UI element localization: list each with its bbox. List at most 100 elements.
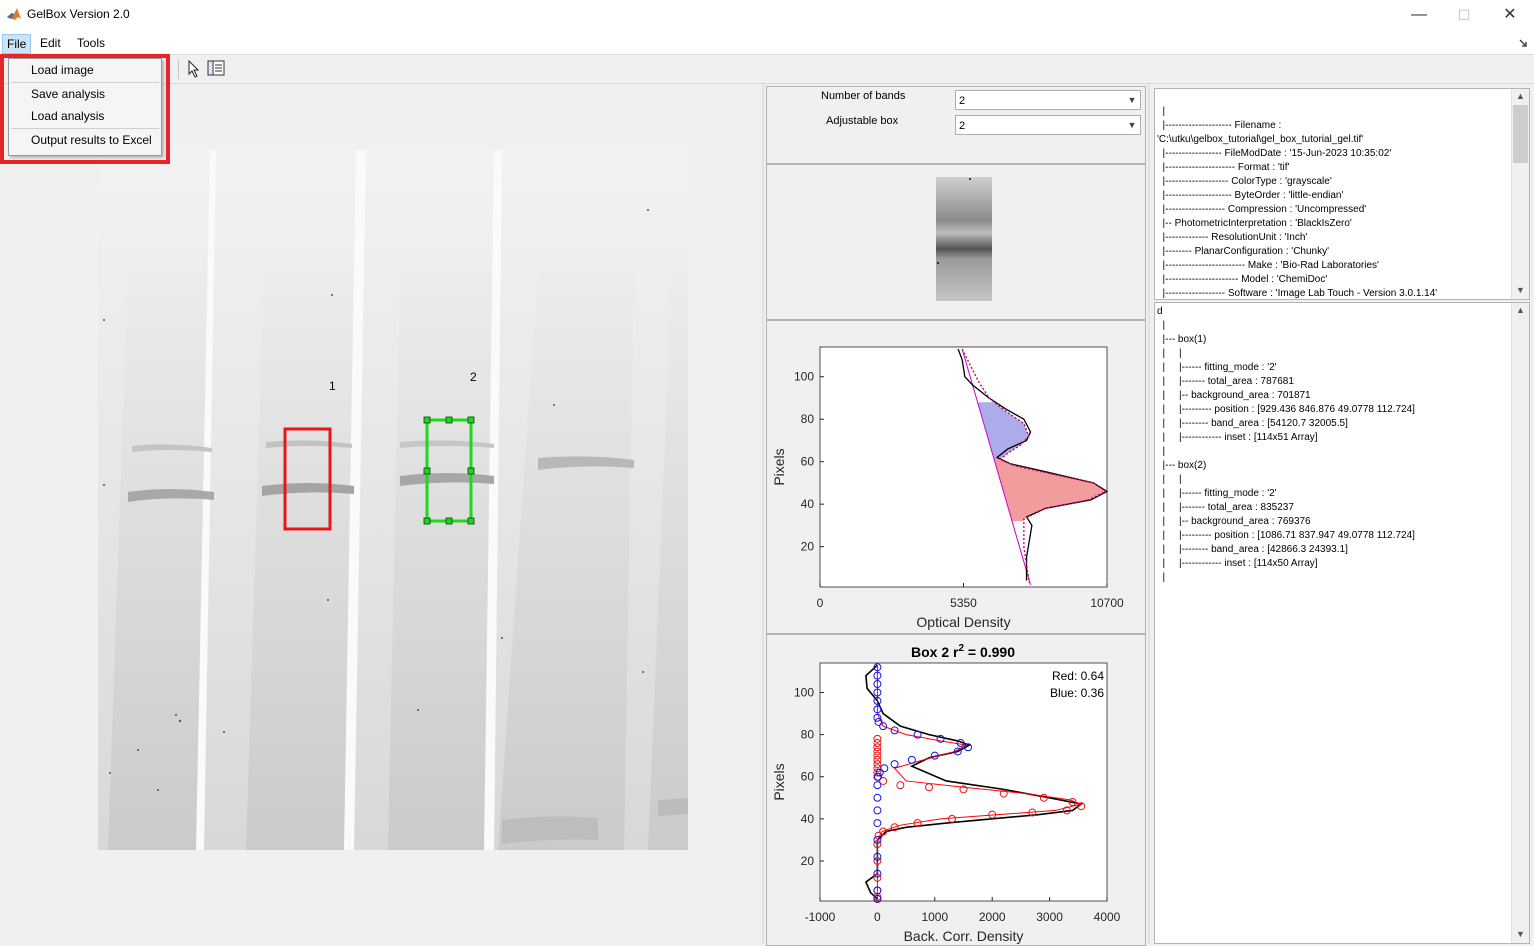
red-fit-point <box>879 776 888 785</box>
results-line: |--- box(1) <box>1157 334 1207 345</box>
y-tick-label: 80 <box>801 412 815 426</box>
results-line: | |------- total_area : 787681 <box>1157 376 1294 387</box>
scroll-thumb[interactable] <box>1513 105 1528 163</box>
box-2-label: 2 <box>470 370 477 384</box>
property-inspector-icon[interactable] <box>207 60 225 76</box>
matlab-app-icon <box>6 6 22 22</box>
results-line: | <box>1157 572 1166 583</box>
red-fit-point <box>873 892 882 901</box>
red-fit-point <box>873 760 882 769</box>
baseline-line <box>961 348 1032 586</box>
analysis-box-2[interactable] <box>423 416 475 525</box>
results-tree: d | |--- box(1) | | | |------ fitting_mo… <box>1157 305 1415 585</box>
optical-density-chart[interactable]: 0 5350 10700 20 40 60 80 100 Optical Density Pixe… <box>767 321 1145 633</box>
metadata-line: | <box>1157 106 1166 117</box>
scroll-up-icon[interactable]: ▲ <box>1516 305 1525 315</box>
number-of-bands-select[interactable]: 2 ▼ <box>955 90 1141 110</box>
red-band-area <box>994 459 1106 522</box>
menu-separator <box>11 128 159 129</box>
close-button[interactable]: ✕ <box>1503 6 1517 23</box>
blue-fit-point <box>873 806 882 815</box>
x-axis-label: Optical Density <box>916 614 1010 630</box>
menu-file[interactable]: File <box>2 34 32 54</box>
red-fit-point <box>873 755 882 764</box>
menu-edit[interactable]: Edit <box>40 36 61 50</box>
fraction-annotation: Blue: 0.36 <box>1050 686 1104 700</box>
fit-panel: -1000 0 1000 2000 3000 4000 20 40 60 80 100 Back. C… <box>766 634 1146 946</box>
band-inset-panel <box>766 164 1146 320</box>
metadata-line: |------------------ Compression : 'Uncom… <box>1157 204 1367 215</box>
maximize-button[interactable]: ☐ <box>1457 7 1471 23</box>
red-fit-point <box>873 734 882 743</box>
x-tick-label: 3000 <box>1036 910 1063 924</box>
results-line: | |-- background_area : 769376 <box>1157 516 1311 527</box>
blue-fit-point <box>953 747 962 756</box>
y-tick-label: 100 <box>794 685 814 699</box>
analysis-box-1[interactable] <box>283 427 332 531</box>
adjustable-box-value: 2 <box>959 120 966 132</box>
panel-divider[interactable] <box>762 84 764 944</box>
red-fit-point <box>873 840 882 849</box>
red-fit-point <box>873 751 882 760</box>
file-dropdown-menu: Load image Save analysis Load analysis O… <box>8 58 162 156</box>
fit-chart[interactable]: -1000 0 1000 2000 3000 4000 20 40 60 80 100 Back. C… <box>767 635 1145 945</box>
gel-speckles <box>103 209 649 791</box>
minimize-button[interactable]: — <box>1411 6 1427 23</box>
box-2-resize-handles[interactable] <box>423 416 475 525</box>
results-line: | | <box>1157 474 1182 485</box>
metadata-line: |----------------- FileModDate : '15-Jun… <box>1157 148 1392 159</box>
scroll-down-icon[interactable]: ▼ <box>1516 285 1525 295</box>
menu-item-save-analysis[interactable]: Save analysis <box>31 87 106 101</box>
plot-area <box>819 662 1108 902</box>
results-line: | | <box>1157 348 1182 359</box>
x-tick-label: 10700 <box>1090 596 1124 610</box>
blue-fit-point <box>880 764 889 773</box>
blue-fit-point <box>873 894 882 903</box>
x-tick-label: 4000 <box>1094 910 1121 924</box>
red-fit-point <box>879 827 888 836</box>
blue-fit-point <box>873 680 882 689</box>
y-tick-label: 40 <box>801 812 815 826</box>
blue-fit-point <box>964 743 973 752</box>
chevron-down-icon[interactable]: ▼ <box>1127 120 1137 130</box>
pointer-icon[interactable] <box>187 60 201 78</box>
red-fit-point <box>1028 808 1037 817</box>
menu-item-output-excel[interactable]: Output results to Excel <box>31 133 152 147</box>
red-fit-point <box>1068 798 1077 807</box>
menu-item-load-image[interactable]: Load image <box>31 63 94 77</box>
y-tick-label: 80 <box>801 728 815 742</box>
gel-image[interactable]: 1 2 <box>98 150 688 850</box>
menu-tools[interactable]: Tools <box>77 36 106 50</box>
metadata-line: |------------------ Software : 'Image La… <box>1157 288 1438 299</box>
results-line: | |-------- band_area : [42866.3 24393.1… <box>1157 544 1348 555</box>
data-line <box>864 664 1084 900</box>
metadata-line: |--------------------- Format : 'tif' <box>1157 162 1290 173</box>
results-scrollbar[interactable]: ▲ ▼ <box>1511 303 1529 943</box>
undock-icon[interactable] <box>1518 38 1528 48</box>
red-fit-point <box>948 814 957 823</box>
chevron-down-icon[interactable]: ▼ <box>1127 95 1137 105</box>
adjustable-box-select[interactable]: 2 ▼ <box>955 115 1141 135</box>
red-fit-point <box>988 810 997 819</box>
box-1-label: 1 <box>329 379 336 393</box>
fraction-annotation: Red: 0.64 <box>1052 669 1104 683</box>
scroll-down-icon[interactable]: ▼ <box>1516 929 1525 939</box>
x-tick-label: 2000 <box>979 910 1006 924</box>
results-line: | <box>1157 320 1166 331</box>
band-inset-image <box>936 177 992 301</box>
blue-fit-point <box>890 760 899 769</box>
results-line: | |------ fitting_mode : '2' <box>1157 488 1277 499</box>
metadata-scrollbar[interactable]: ▲ ▼ <box>1511 89 1529 299</box>
y-tick-label: 60 <box>801 770 815 784</box>
red-fit-point <box>873 856 882 865</box>
red-fit-point <box>873 743 882 752</box>
blue-fit-point <box>873 793 882 802</box>
menu-item-load-analysis[interactable]: Load analysis <box>31 109 105 123</box>
panel-divider[interactable] <box>1148 84 1150 944</box>
blue-fit-point <box>873 886 882 895</box>
scroll-up-icon[interactable]: ▲ <box>1516 91 1525 101</box>
toolbar-separator <box>178 59 179 79</box>
metadata-tree: | |-------------------- Filename : 'C:\ut… <box>1157 105 1438 299</box>
red-fit-point <box>873 873 882 882</box>
blue-fit-point <box>873 671 882 680</box>
